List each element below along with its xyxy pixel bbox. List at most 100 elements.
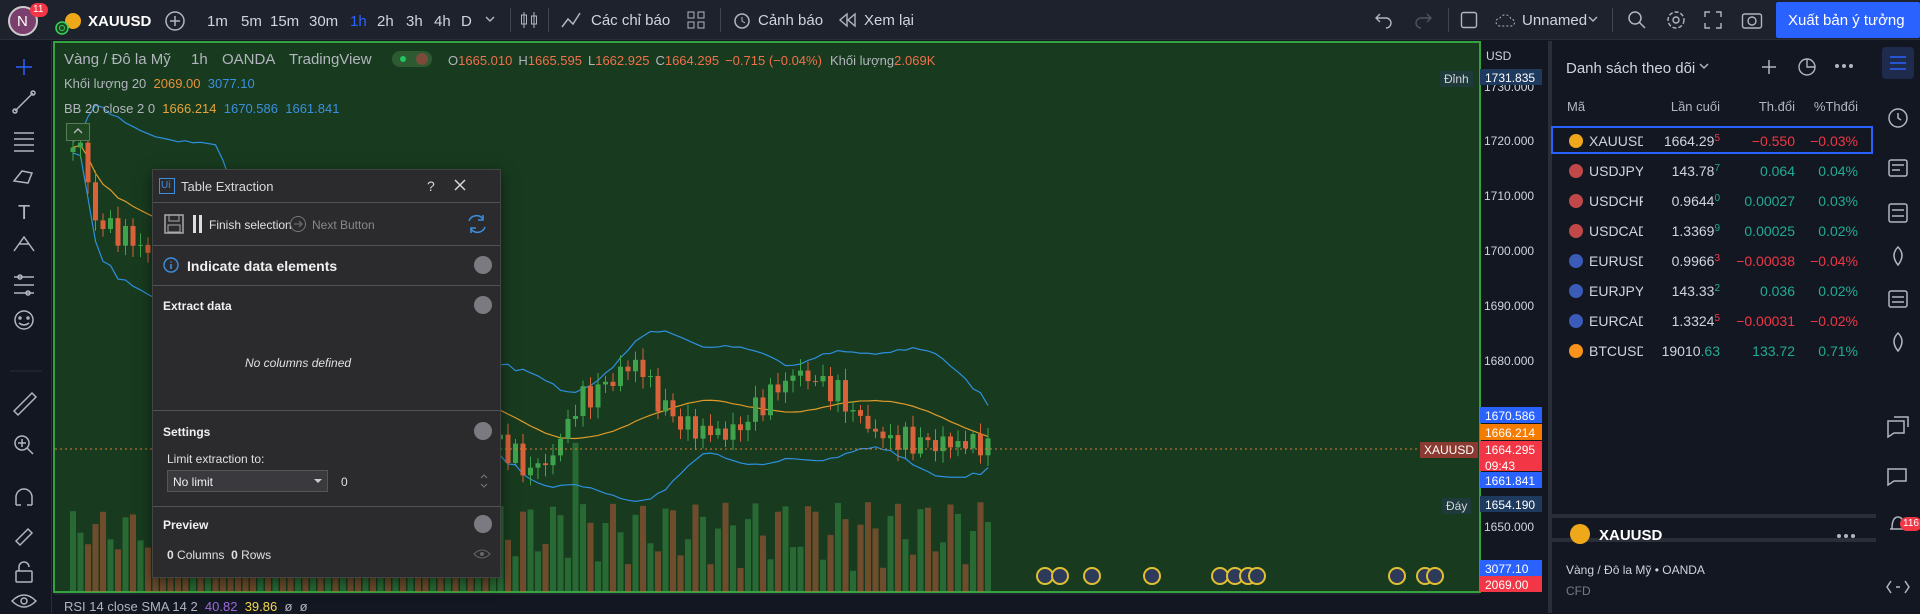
chart-type[interactable] xyxy=(518,9,540,31)
add-symbol[interactable] xyxy=(164,10,186,32)
volume-bar xyxy=(677,555,684,592)
timeframe[interactable]: D xyxy=(461,13,472,30)
timeframe[interactable]: 5m xyxy=(241,13,262,30)
change-pct: 0.04% xyxy=(1818,163,1858,179)
symbol[interactable]: XAUUSD xyxy=(88,13,152,30)
templates[interactable] xyxy=(686,10,706,30)
fullscreen[interactable] xyxy=(1704,11,1722,29)
candle-body xyxy=(865,415,871,429)
status-dot xyxy=(400,56,406,62)
preview-counts: 0 Columns 0 Rows xyxy=(167,549,271,561)
symbol[interactable]: EURCAD xyxy=(1589,313,1643,329)
symbol[interactable]: XAUUSD xyxy=(1589,133,1643,149)
volume-ma-label: 3077.10 xyxy=(1480,560,1542,576)
symbol-icon xyxy=(1569,254,1583,268)
volume-bar xyxy=(100,511,106,592)
collapse[interactable] xyxy=(474,515,492,533)
volume-study: Khối lượng 20 2069.00 3077.10 xyxy=(64,77,255,90)
spinner[interactable] xyxy=(479,472,489,490)
finish-selection[interactable]: Finish selection xyxy=(209,218,292,232)
volume-bar xyxy=(565,557,571,592)
layout-name[interactable]: Unnamed xyxy=(1522,12,1588,29)
timeframe[interactable]: 2h xyxy=(377,13,394,30)
column-header[interactable]: Th.đổi xyxy=(1758,99,1795,114)
add-symbol[interactable] xyxy=(1760,58,1778,76)
symbol[interactable]: EURJPY xyxy=(1589,283,1643,299)
candle-body xyxy=(738,424,743,431)
timeframe[interactable]: 30m xyxy=(309,13,339,30)
more[interactable] xyxy=(1836,532,1856,540)
cloud[interactable] xyxy=(1494,12,1518,28)
collapse[interactable] xyxy=(474,422,492,440)
empty-message: No columns defined xyxy=(245,356,352,370)
volume-bar xyxy=(625,564,631,592)
close[interactable] xyxy=(445,177,475,193)
symbol-icon xyxy=(1569,194,1583,208)
indicators-icon[interactable] xyxy=(560,9,582,31)
candle-body xyxy=(933,440,938,452)
timeframe[interactable]: 1h xyxy=(350,13,367,30)
replay-icon[interactable] xyxy=(838,12,858,28)
volume-bar xyxy=(707,564,714,592)
divider xyxy=(153,506,500,507)
candle-body xyxy=(145,244,151,253)
alert-icon[interactable] xyxy=(731,9,753,31)
candle-body xyxy=(565,418,571,439)
rsi-study: RSI 14 close SMA 14 2 40.82 39.86 ø ø xyxy=(64,600,308,613)
timeframe[interactable]: 4h xyxy=(434,13,451,30)
timeframe[interactable]: 1m xyxy=(207,13,228,30)
candle-body xyxy=(760,397,766,416)
divider xyxy=(720,8,721,32)
alerts[interactable]: Cảnh báo xyxy=(758,12,824,29)
timeframe[interactable]: 15m xyxy=(270,13,300,30)
volume-bar xyxy=(932,551,939,592)
candle-body xyxy=(925,437,931,441)
publish-button[interactable] xyxy=(1776,2,1920,38)
collapse-legend[interactable] xyxy=(66,123,90,141)
last-main: 1.3324 xyxy=(1671,313,1715,329)
volume-bar xyxy=(715,528,721,592)
symbol[interactable]: BTCUSD xyxy=(1589,343,1643,359)
column-header[interactable]: Lần cuối xyxy=(1670,99,1720,114)
timeframe[interactable]: 3h xyxy=(406,13,423,30)
eye[interactable] xyxy=(473,548,491,560)
symbol[interactable]: EURUSD xyxy=(1589,253,1643,269)
column-header[interactable]: Mã xyxy=(1567,99,1586,114)
replay[interactable]: Xem lại xyxy=(864,12,915,29)
symbol-icon xyxy=(65,13,81,29)
limit-select[interactable] xyxy=(167,470,328,492)
volume-bar xyxy=(797,546,804,592)
last-price: 19010.63 xyxy=(1662,343,1720,359)
redo[interactable] xyxy=(1413,11,1433,29)
symbol[interactable]: USDJPY xyxy=(1589,163,1643,179)
search[interactable] xyxy=(1627,10,1647,30)
candle-body xyxy=(978,434,983,456)
help[interactable]: ? xyxy=(427,178,435,194)
symbol[interactable]: USDCAD xyxy=(1589,223,1643,239)
more[interactable] xyxy=(1834,62,1854,70)
volume-bar xyxy=(602,522,609,592)
layout-dropdown[interactable] xyxy=(1587,15,1599,25)
snapshot[interactable] xyxy=(1741,10,1763,30)
save[interactable] xyxy=(163,213,185,235)
expand[interactable] xyxy=(474,256,492,274)
study-name: Khối lượng 20 xyxy=(64,76,147,91)
advanced-view[interactable] xyxy=(1797,57,1817,77)
limit-count[interactable]: 0 xyxy=(341,475,348,489)
refresh[interactable] xyxy=(465,213,489,235)
next-button[interactable]: Next Button xyxy=(312,218,375,232)
indicators[interactable]: Các chỉ báo xyxy=(591,12,671,29)
layout-icon[interactable] xyxy=(1460,11,1478,29)
undo[interactable] xyxy=(1374,11,1394,29)
candle-body xyxy=(708,425,713,436)
collapse[interactable] xyxy=(474,296,492,314)
settings[interactable] xyxy=(1666,10,1686,30)
currency[interactable]: USD xyxy=(1486,49,1512,63)
watchlist-title[interactable]: Danh sách theo dõi xyxy=(1566,60,1696,77)
watchlist-dropdown[interactable] xyxy=(1698,62,1710,72)
symbol[interactable]: USDCHF xyxy=(1589,193,1643,209)
indicate-elements[interactable]: Indicate data elements xyxy=(187,258,338,274)
symbol-tag: XAUUSD xyxy=(1420,442,1479,458)
column-header[interactable]: %Thđổi xyxy=(1813,99,1858,114)
tf-dropdown[interactable] xyxy=(484,15,496,25)
